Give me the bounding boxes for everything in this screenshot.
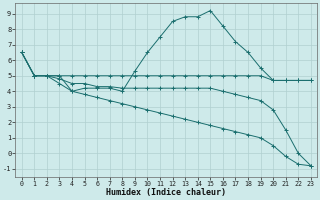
X-axis label: Humidex (Indice chaleur): Humidex (Indice chaleur) [106,188,226,197]
